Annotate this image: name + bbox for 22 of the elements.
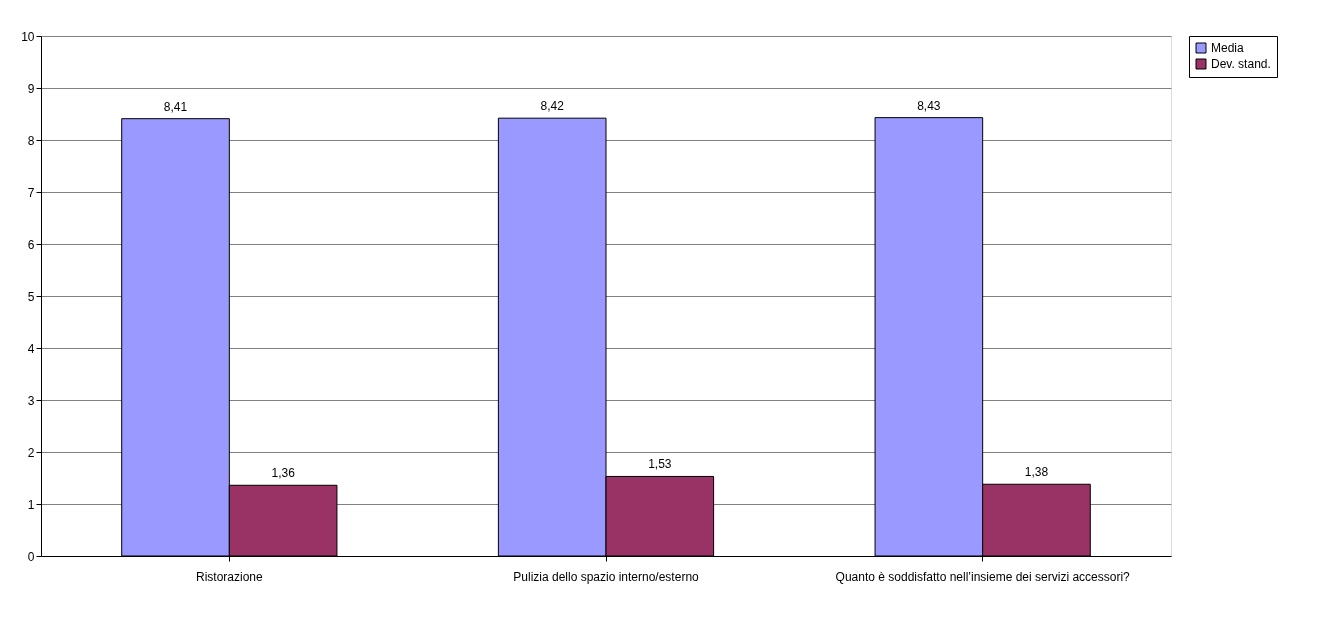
x-tick-label: Ristorazione — [195, 569, 264, 584]
y-tick-label: 9 — [27, 81, 35, 96]
text: 8,42 — [540, 99, 564, 114]
legend-label: Dev. stand. — [1211, 57, 1271, 71]
y-tick-label: 2 — [27, 445, 35, 460]
text: 1,36 — [271, 466, 295, 481]
text: 1,38 — [1024, 465, 1049, 480]
y-tick-label: 7 — [27, 185, 35, 200]
y-tick-label: 8 — [27, 133, 35, 148]
y-tick-label: 3 — [27, 393, 35, 408]
x-tick-label: Pulizia dello spazio interno/esterno — [513, 569, 700, 584]
x-tick-label: Quanto è soddisfatto nell’insieme dei servizi accessori? — [835, 569, 1131, 584]
y-tick-label: 5 — [27, 289, 35, 304]
text: 8,43 — [917, 98, 941, 113]
y-tick-label: 10 — [21, 29, 35, 44]
y-tick-label: 1 — [27, 497, 35, 512]
y-tick-label: 0 — [27, 549, 35, 564]
y-tick-label: 6 — [27, 237, 35, 252]
legend-label: Media — [1211, 41, 1245, 55]
text: 8,41 — [163, 99, 188, 114]
y-tick-label: 4 — [27, 341, 35, 356]
text: 1,53 — [648, 457, 672, 472]
